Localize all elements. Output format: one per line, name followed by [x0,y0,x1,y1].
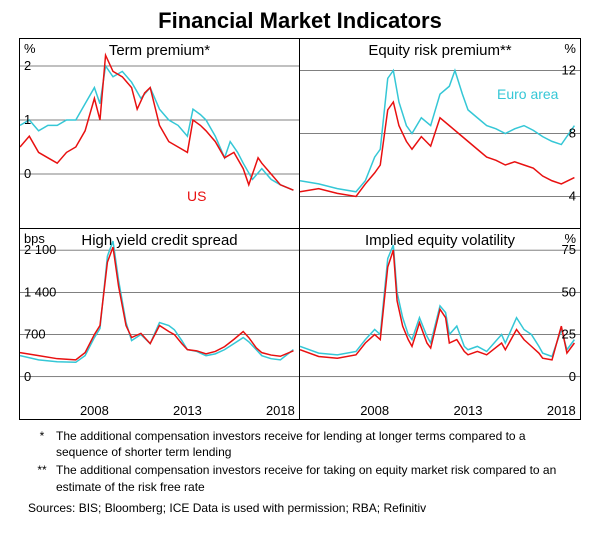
x-tick-label: 2008 [360,403,389,418]
panel-title: Implied equity volatility [365,232,516,249]
panel-high-yield-spread: High yield credit spread07001 4002 100bp… [20,229,300,419]
footnote-row: **The additional compensation investors … [28,462,572,494]
footnote-text: The additional compensation investors re… [56,462,572,494]
x-tick-label: 2018 [547,403,576,418]
chart-grid: Term premium*012%USEquity risk premium**… [19,38,581,420]
y-tick-label: 0 [569,369,576,384]
y-tick-label: 700 [24,327,46,342]
x-tick-label: 2008 [80,403,109,418]
y-tick-label: 1 400 [24,284,56,299]
y-tick-label: 0 [24,166,31,181]
series-euro [20,241,293,362]
series-us [20,247,293,360]
panel-title: High yield credit spread [81,232,237,249]
panel-title: Equity risk premium** [368,42,511,59]
main-title: Financial Market Indicators [10,8,590,34]
y-tick-label: 2 [24,58,31,73]
y-unit-label: bps [24,231,45,246]
footnote-text: The additional compensation investors re… [56,428,572,460]
chart-container: Financial Market Indicators Term premium… [0,0,600,525]
y-tick-label: 50 [562,284,576,299]
sources-line: Sources: BIS; Bloomberg; ICE Data is use… [28,501,572,515]
series-us [300,102,574,197]
y-unit-label: % [24,41,36,56]
y-tick-label: 4 [569,189,576,204]
footnotes: *The additional compensation investors r… [28,428,572,495]
panel-equity-risk-premium: Equity risk premium** 4 8 12% Euro area [300,39,580,229]
panel-title: Term premium* [109,42,210,59]
panel-term-premium: Term premium* 0 1 2% US [20,39,300,229]
footnote-symbol: ** [28,462,56,494]
y-unit-label: % [564,231,576,246]
y-tick-label: 1 [24,112,31,127]
panel-implied-vol: Implied equity volatility0255075%2008201… [300,229,580,419]
y-tick-label: 25 [562,327,576,342]
series-us [300,250,574,360]
series-label-us: US [187,188,206,204]
footnote-symbol: * [28,428,56,460]
series-euro [300,245,574,356]
series-euro [20,66,293,190]
series-label-euro: Euro area [497,86,559,102]
footnote-row: *The additional compensation investors r… [28,428,572,460]
x-tick-label: 2013 [454,403,483,418]
y-tick-label: 12 [562,63,576,78]
y-tick-label: 8 [569,126,576,141]
y-unit-label: % [564,41,576,56]
x-tick-label: 2018 [266,403,295,418]
x-tick-label: 2013 [173,403,202,418]
y-tick-label: 0 [24,369,31,384]
